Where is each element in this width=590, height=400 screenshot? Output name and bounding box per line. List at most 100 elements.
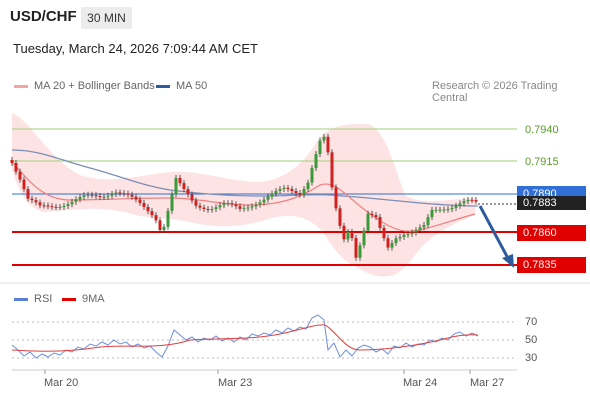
candle-body <box>466 199 470 202</box>
candle-body <box>474 199 478 202</box>
candle-body <box>462 201 466 204</box>
candle-body <box>170 194 174 211</box>
ma50-label: MA 50 <box>176 80 208 92</box>
ma20-label: MA 20 + Bollinger Bands <box>34 80 155 92</box>
candlesticks <box>10 133 478 261</box>
candle-body <box>94 195 98 197</box>
candle-body <box>218 205 222 208</box>
candle-body <box>18 171 22 180</box>
candle-body <box>114 192 118 195</box>
candle-body <box>138 199 142 203</box>
candle-body <box>314 154 318 169</box>
candle-body <box>102 196 106 198</box>
candle-body <box>206 209 210 211</box>
candle-body <box>194 200 198 206</box>
candle-body <box>358 245 362 258</box>
candle-body <box>122 193 126 195</box>
candle-body <box>222 203 226 206</box>
candle-body <box>434 209 438 211</box>
candle-body <box>382 227 386 239</box>
rsi-line <box>11 314 479 359</box>
candle-body <box>26 189 30 199</box>
candle-body <box>338 208 342 226</box>
candle-body <box>258 202 262 205</box>
ma50-swatch <box>156 84 170 88</box>
candle-body <box>190 194 194 201</box>
candle-body <box>202 207 206 210</box>
candle-body <box>142 202 146 207</box>
candle-body <box>182 183 186 190</box>
rsi-label: RSI <box>34 293 53 305</box>
candle-body <box>198 205 202 208</box>
current-price-label: 0.7883 <box>517 196 586 210</box>
candle-body <box>406 233 410 235</box>
rsi-axis-50: 50 <box>525 334 538 346</box>
candle-body <box>186 189 190 195</box>
candle-body <box>282 187 286 190</box>
candle-body <box>78 196 82 200</box>
forecast-arrow-head <box>502 254 514 268</box>
candle-body <box>426 217 430 226</box>
candle-body <box>278 189 282 191</box>
candle-body <box>46 205 50 207</box>
candle-body <box>458 203 462 206</box>
legend-ma20: MA 20 + Bollinger Bands <box>14 80 155 92</box>
candle-body <box>66 204 70 206</box>
legend-rsi: RSI <box>14 293 52 305</box>
ma50-line <box>11 149 479 207</box>
candle-body <box>130 194 134 197</box>
candle-body <box>366 213 370 231</box>
timeframe-button[interactable]: 30 MIN <box>81 7 132 29</box>
candle-body <box>286 187 290 189</box>
candle-body <box>394 238 398 244</box>
rsi-ma-label: 9MA <box>82 293 105 305</box>
candle-body <box>414 230 418 233</box>
candle-body <box>126 193 130 195</box>
x-label-mar27: Mar 27 <box>470 377 505 389</box>
candle-body <box>418 227 422 231</box>
candle-body <box>82 195 86 197</box>
candle-body <box>74 199 78 202</box>
candle-body <box>118 192 122 194</box>
candle-body <box>274 190 278 194</box>
candle-body <box>154 215 158 221</box>
x-label-mar23: Mar 23 <box>218 377 253 389</box>
candle-body <box>238 206 242 209</box>
candle-body <box>354 237 358 258</box>
candle-body <box>330 152 334 188</box>
candle-body <box>430 209 434 218</box>
rsi-ma-swatch <box>62 297 76 301</box>
candle-body <box>90 194 94 196</box>
candle-body <box>270 193 274 197</box>
candle-body <box>306 182 310 189</box>
candle-body <box>402 234 406 237</box>
candle-body <box>146 206 150 212</box>
candle-body <box>58 206 62 208</box>
candle-body <box>454 205 458 208</box>
legend-ma50: MA 50 <box>156 80 207 92</box>
x-label-mar20: Mar 20 <box>44 377 79 389</box>
candle-body <box>370 213 374 216</box>
rsi-axis-70: 70 <box>525 316 538 328</box>
ma20-swatch <box>14 84 28 88</box>
candle-body <box>150 211 154 216</box>
candle-body <box>254 204 258 207</box>
resistance2-label: 0.7940 <box>525 124 559 136</box>
candle-body <box>22 179 26 190</box>
candle-body <box>162 226 166 231</box>
rsi-swatch <box>14 297 28 301</box>
bollinger-band <box>12 113 475 277</box>
candle-body <box>178 177 182 184</box>
candle-body <box>110 194 114 196</box>
candle-body <box>378 217 382 228</box>
candle-body <box>294 191 298 194</box>
candle-body <box>422 225 426 228</box>
legend-rsi-ma: 9MA <box>62 293 105 305</box>
credit-text: Research © 2026 Trading Central <box>432 80 558 104</box>
x-label-mar24: Mar 24 <box>403 377 438 389</box>
candle-body <box>442 209 446 211</box>
candle-body <box>38 202 42 206</box>
candle-body <box>106 195 110 197</box>
candle-body <box>14 162 18 172</box>
